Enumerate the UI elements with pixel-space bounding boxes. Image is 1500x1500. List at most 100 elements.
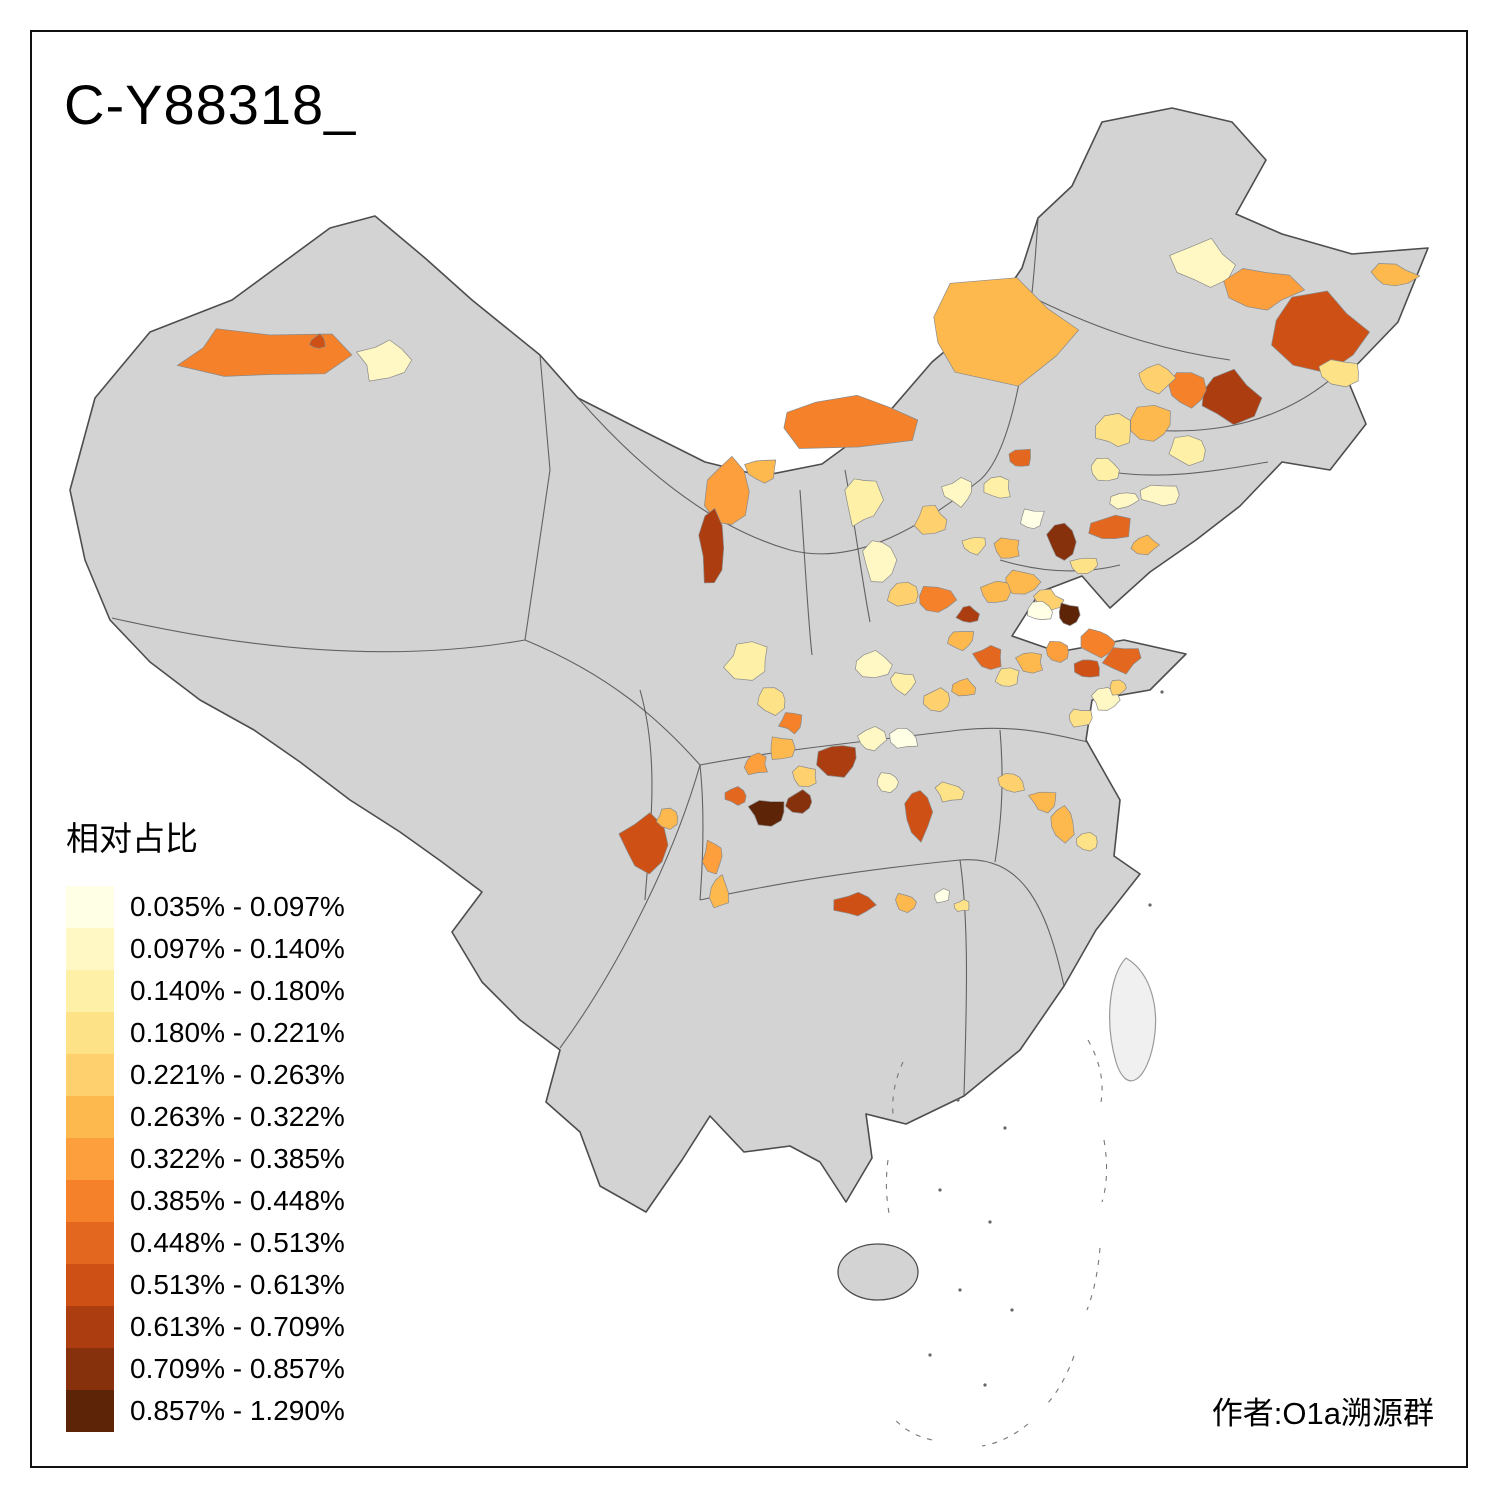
prefecture-region <box>913 504 948 535</box>
prefecture-region <box>783 394 919 449</box>
prefecture-region <box>1069 557 1099 574</box>
province-border <box>699 764 704 901</box>
islet-dot <box>983 1383 987 1387</box>
prefecture-region <box>1026 600 1053 620</box>
legend-label: 0.263% - 0.322% <box>130 1101 345 1132</box>
prefecture-region <box>723 641 768 681</box>
legend-label: 0.857% - 1.290% <box>130 1395 345 1426</box>
prefecture-region <box>1169 237 1236 288</box>
legend-label: 0.140% - 0.180% <box>130 975 345 1006</box>
prefecture-region <box>934 781 965 803</box>
prefecture-region <box>757 687 786 716</box>
prefecture-region <box>972 645 1002 670</box>
prefecture-region <box>955 605 980 623</box>
prefecture-region <box>1050 805 1075 844</box>
prefecture-region <box>618 812 669 875</box>
prefecture-region <box>1109 679 1127 696</box>
prefecture-region <box>743 752 768 776</box>
legend-swatch <box>66 1264 114 1306</box>
prefecture-region <box>1058 602 1081 627</box>
prefecture-region <box>1201 368 1263 426</box>
prefecture-region <box>1095 413 1131 448</box>
province-border <box>799 489 813 656</box>
prefecture-region <box>1318 359 1359 388</box>
map-title: C-Y88318_ <box>64 73 357 136</box>
prefecture-region <box>933 277 1080 387</box>
legend-swatch <box>66 1306 114 1348</box>
prefecture-region <box>1005 569 1042 595</box>
prefecture-region <box>1020 508 1045 530</box>
prefecture-region <box>1090 457 1120 482</box>
prefecture-region <box>1080 628 1116 659</box>
legend-row: 0.613% - 0.709% <box>66 1306 345 1348</box>
prefecture-region <box>701 839 723 875</box>
prefecture-region <box>997 773 1025 793</box>
islet-dot <box>956 1098 960 1102</box>
prefecture-region <box>744 459 777 484</box>
prefecture-region <box>1370 263 1421 287</box>
province-border <box>699 859 1065 987</box>
prefecture-region <box>844 478 884 527</box>
islet-dot <box>938 1188 942 1192</box>
islet-dot <box>958 1288 962 1292</box>
islet-dot <box>928 1353 932 1357</box>
prefecture-region <box>889 727 918 749</box>
prefecture-region <box>704 456 750 525</box>
legend-label: 0.035% - 0.097% <box>130 891 345 922</box>
legend-label: 0.385% - 0.448% <box>130 1185 345 1216</box>
legend-row: 0.221% - 0.263% <box>66 1054 345 1096</box>
prefecture-region <box>309 333 326 349</box>
prefecture-region <box>792 765 817 788</box>
legend-swatch <box>66 928 114 970</box>
prefecture-region <box>904 790 934 843</box>
prefecture-region <box>1073 659 1100 678</box>
islet-dot <box>1010 1308 1014 1312</box>
prefecture-region <box>724 786 747 806</box>
prefecture-region <box>833 891 877 917</box>
prefecture-region <box>1068 708 1093 728</box>
prefecture-region <box>947 631 975 652</box>
legend-label: 0.513% - 0.613% <box>130 1269 345 1300</box>
legend-row: 0.180% - 0.221% <box>66 1012 345 1054</box>
prefecture-region <box>983 476 1011 499</box>
prefecture-region <box>951 678 977 697</box>
prefecture-region <box>934 888 950 904</box>
prefecture-region <box>1139 484 1180 507</box>
legend-swatch <box>66 886 114 928</box>
prefecture-region <box>176 328 353 377</box>
legend-swatch <box>66 1180 114 1222</box>
prefecture-region <box>1046 522 1077 561</box>
legend-swatch <box>66 1138 114 1180</box>
province-border <box>994 729 1003 863</box>
legend-label: 0.221% - 0.263% <box>130 1059 345 1090</box>
province-border <box>1037 299 1231 361</box>
legend-row: 0.385% - 0.448% <box>66 1180 345 1222</box>
legend-swatch <box>66 970 114 1012</box>
prefecture-region <box>890 672 917 696</box>
prefecture-region <box>994 667 1020 687</box>
prefecture-region <box>698 508 725 584</box>
attribution: 作者:O1a溯源群 <box>1211 1396 1434 1431</box>
prefecture-region <box>961 536 986 556</box>
prefecture-region <box>1168 435 1206 467</box>
nine-dash-line <box>891 1415 933 1441</box>
prefecture-region <box>655 807 679 830</box>
prefecture-region <box>1168 372 1207 409</box>
legend-row: 0.140% - 0.180% <box>66 970 345 1012</box>
taiwan-island <box>1109 957 1157 1082</box>
prefecture-region <box>1109 492 1140 510</box>
prefecture-region <box>1138 363 1177 395</box>
islet-dot <box>1148 903 1152 907</box>
prefecture-region <box>778 712 803 735</box>
legend-label: 0.180% - 0.221% <box>130 1017 345 1048</box>
province-border <box>1149 379 1331 432</box>
prefecture-region <box>1101 647 1142 675</box>
legend-swatch <box>66 1012 114 1054</box>
legend-label: 0.613% - 0.709% <box>130 1311 345 1342</box>
prefecture-region <box>747 800 785 827</box>
province-border <box>524 639 701 766</box>
nine-dash-line <box>1101 1139 1108 1203</box>
islet-dot <box>988 1220 992 1224</box>
prefecture-region <box>1015 652 1043 674</box>
